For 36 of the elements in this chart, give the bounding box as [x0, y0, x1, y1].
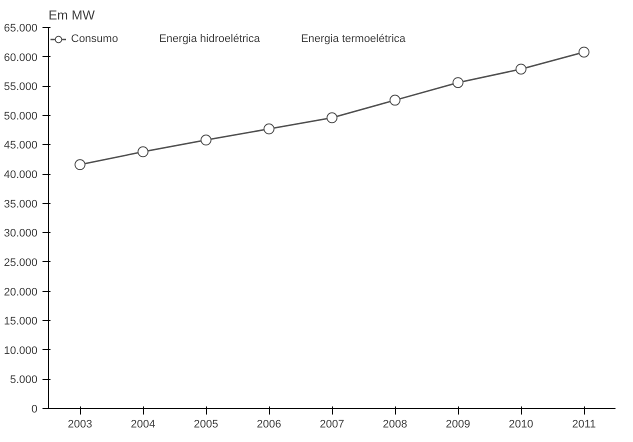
x-tick-label: 2011 [572, 418, 596, 430]
y-tick-label: 35.000 [4, 198, 38, 210]
y-tick-label: 40.000 [4, 169, 38, 182]
x-tick-label: 2004 [130, 418, 156, 430]
point [516, 64, 526, 75]
x-tick-label: 2010 [508, 418, 534, 430]
text: Energia hidroelétrica [159, 33, 260, 45]
y-tick-label: 10.000 [4, 344, 38, 357]
y-tick-label: 25.000 [4, 256, 38, 269]
y-tick-label: 50.000 [4, 110, 38, 122]
point [138, 146, 148, 158]
point [74, 159, 86, 170]
y-tick-label: 60.000 [4, 52, 38, 64]
x-tick-label: 2007 [320, 418, 344, 430]
y-tick-label: 15.000 [4, 316, 38, 328]
y-tick-label: 5.000 [10, 374, 38, 386]
x-tick-label: 2003 [68, 418, 92, 430]
x-tick-label: 2006 [256, 418, 282, 430]
y-tick-label: 55.000 [4, 81, 38, 94]
y-tick-label: 0 [31, 404, 38, 416]
y-tick-label: 20.000 [4, 286, 38, 298]
point [264, 123, 274, 134]
x-tick-label: 2005 [194, 418, 218, 430]
point [200, 134, 212, 146]
y-tick-label: 45.000 [4, 140, 38, 152]
y-tick-label: 30.000 [4, 228, 38, 240]
legend-label: Consumo [71, 33, 118, 45]
point [390, 94, 400, 106]
x-tick-label: 2008 [382, 418, 408, 430]
text: Energia termoelétrica [300, 33, 406, 45]
x-tick-label: 2009 [446, 418, 470, 430]
point [452, 77, 464, 88]
y-axis-title: Em MW [48, 8, 96, 22]
point [578, 46, 590, 58]
point [326, 112, 338, 124]
y-tick-label: 65.000 [4, 22, 38, 34]
